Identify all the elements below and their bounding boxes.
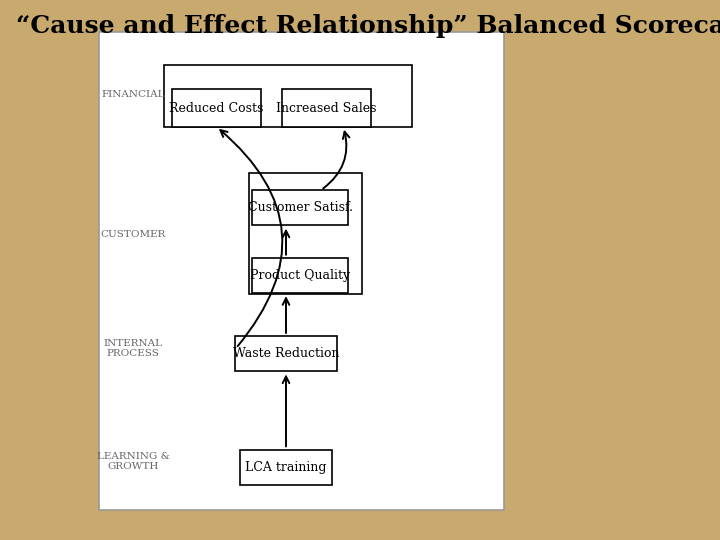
Text: Customer Satisf.: Customer Satisf.	[248, 201, 353, 214]
Bar	[235, 336, 337, 372]
Text: Waste Reduction: Waste Reduction	[233, 347, 339, 360]
Text: LCA training: LCA training	[246, 461, 327, 474]
Bar	[164, 65, 413, 127]
Bar	[282, 89, 371, 127]
Bar	[252, 191, 348, 226]
Text: Increased Sales: Increased Sales	[276, 102, 377, 114]
Text: “Cause and Effect Relationship” Balanced Scorecard: “Cause and Effect Relationship” Balanced…	[16, 14, 720, 37]
Bar	[249, 173, 361, 294]
Bar	[240, 449, 332, 485]
Bar	[252, 258, 348, 293]
Bar	[172, 89, 261, 127]
Text: FINANCIAL: FINANCIAL	[102, 90, 165, 99]
Bar	[99, 32, 503, 510]
Text: Product Quality: Product Quality	[250, 269, 350, 282]
Text: INTERNAL
PROCESS: INTERNAL PROCESS	[104, 339, 163, 358]
Text: LEARNING &
GROWTH: LEARNING & GROWTH	[96, 452, 169, 471]
Text: Reduced Costs: Reduced Costs	[169, 102, 264, 114]
Text: CUSTOMER: CUSTOMER	[100, 231, 166, 239]
